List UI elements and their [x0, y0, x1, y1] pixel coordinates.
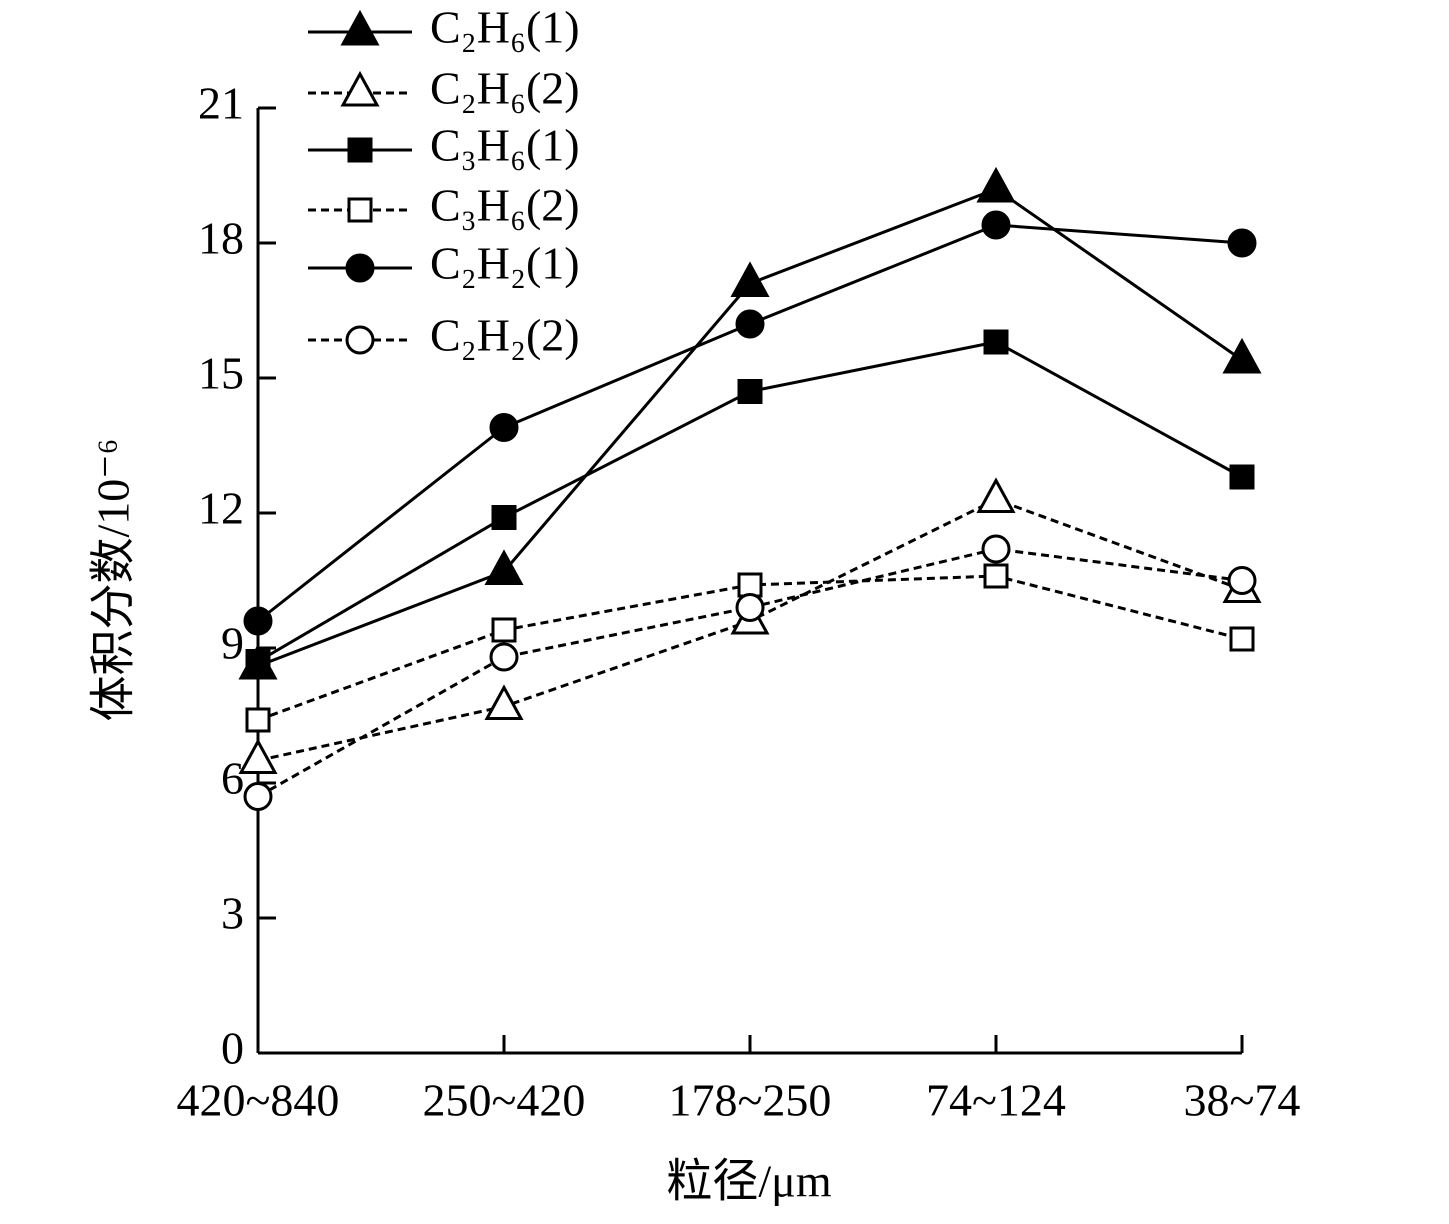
- marker: [484, 684, 524, 720]
- marker: [981, 534, 1011, 564]
- marker: [484, 549, 524, 585]
- marker: [489, 413, 519, 442]
- marker: [245, 707, 271, 733]
- marker: [491, 505, 517, 530]
- legend-label: C₂H₆(1): [430, 2, 580, 53]
- marker: [243, 782, 273, 811]
- marker: [491, 617, 517, 643]
- y-tick-label: 15: [198, 348, 244, 399]
- marker: [981, 210, 1011, 240]
- y-tick-label: 3: [221, 888, 244, 939]
- x-tick-label: 38~74: [1184, 1075, 1301, 1126]
- marker: [1229, 464, 1255, 490]
- marker: [976, 166, 1016, 203]
- marker: [238, 738, 278, 774]
- legend-label: C₂H₆(2): [430, 63, 580, 114]
- marker: [737, 572, 763, 598]
- y-tick-label: 9: [221, 618, 244, 669]
- y-axis-label: 体积分数/10⁻⁶: [88, 438, 139, 721]
- legend-marker: [345, 253, 375, 283]
- legend-marker: [340, 70, 380, 107]
- y-tick-label: 21: [198, 78, 244, 129]
- y-tick-label: 6: [221, 753, 244, 804]
- legend-marker: [347, 137, 373, 163]
- legend-label: C₂H₂(1): [430, 238, 580, 289]
- marker: [1227, 566, 1257, 595]
- legend-marker: [340, 9, 380, 46]
- x-axis-label: 粒径/μm: [666, 1156, 831, 1207]
- x-tick-label: 250~420: [423, 1075, 586, 1126]
- marker: [245, 649, 271, 674]
- marker: [489, 642, 519, 672]
- marker: [1222, 337, 1262, 374]
- legend-label: C₃H₆(1): [430, 120, 580, 171]
- y-tick-label: 18: [198, 213, 244, 264]
- marker: [737, 379, 763, 404]
- legend-label: C₂H₂(2): [430, 310, 580, 361]
- y-tick-label: 0: [221, 1023, 244, 1074]
- marker: [735, 309, 765, 339]
- legend-marker: [347, 197, 373, 223]
- marker: [243, 606, 273, 636]
- marker: [983, 329, 1009, 355]
- marker: [735, 593, 765, 622]
- marker: [1229, 626, 1255, 652]
- marker: [730, 261, 770, 297]
- legend-label: C₃H₆(2): [430, 180, 580, 231]
- x-tick-label: 74~124: [926, 1075, 1066, 1126]
- legend-marker: [345, 325, 375, 355]
- marker: [976, 477, 1016, 513]
- y-tick-label: 12: [198, 483, 244, 534]
- x-tick-label: 420~840: [177, 1075, 340, 1126]
- x-tick-label: 178~250: [669, 1075, 832, 1126]
- marker: [983, 563, 1009, 589]
- marker: [1227, 228, 1257, 258]
